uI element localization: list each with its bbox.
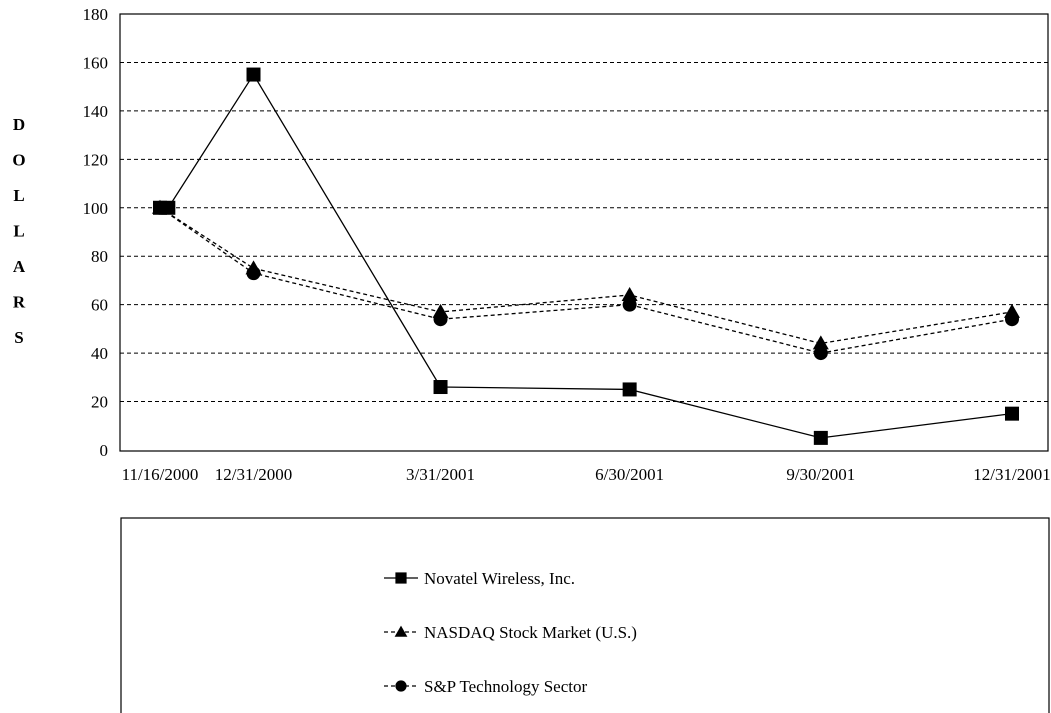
y-axis-label-letter: O (12, 151, 25, 170)
y-tick-label: 100 (83, 199, 109, 218)
legend: Novatel Wireless, Inc. NASDAQ Stock Marke… (384, 569, 637, 696)
y-tick-label: 140 (83, 102, 109, 121)
data-point (432, 303, 449, 318)
series-2 (153, 200, 1019, 361)
series-group (152, 67, 1020, 445)
data-point (621, 286, 638, 301)
y-tick-label: 40 (91, 344, 108, 363)
legend-marker (394, 625, 408, 637)
legend-item: Novatel Wireless, Inc. (384, 569, 575, 588)
data-point (246, 67, 261, 82)
y-tick-label: 60 (91, 296, 108, 315)
data-point (1004, 303, 1020, 318)
plot-area (119, 13, 1049, 452)
y-axis-label-letter: L (13, 222, 24, 241)
data-point (812, 335, 829, 350)
data-point (1005, 406, 1019, 421)
y-tick-label: 180 (83, 5, 109, 24)
legend-item: S&P Technology Sector (384, 677, 587, 696)
legend-label: S&P Technology Sector (424, 677, 587, 696)
y-axis-label-letter: A (13, 257, 26, 276)
y-axis-label-letter: S (14, 328, 23, 347)
y-axis-label-letter: R (13, 293, 26, 312)
x-tick-label: 11/16/2000 (122, 465, 199, 484)
x-tick-label: 9/30/2001 (786, 465, 855, 484)
legend-label: Novatel Wireless, Inc. (424, 569, 575, 588)
data-point (813, 430, 828, 445)
y-tick-label: 20 (91, 393, 108, 412)
data-point (161, 200, 176, 215)
data-point (433, 380, 448, 395)
x-axis-ticks: 11/16/2000 12/31/2000 3/31/2001 6/30/2001 9/… (122, 465, 1051, 484)
gridlines (120, 61, 1048, 403)
series-0 (153, 67, 1019, 445)
legend-item: NASDAQ Stock Market (U.S.) (384, 623, 637, 642)
x-tick-label: 12/31/2000 (215, 465, 292, 484)
y-axis-label-letter: D (13, 115, 25, 134)
legend-box (120, 517, 1050, 713)
x-tick-label: 6/30/2001 (595, 465, 664, 484)
x-tick-label: 12/31/2001 (973, 465, 1050, 484)
legend-label: NASDAQ Stock Market (U.S.) (424, 623, 637, 642)
y-tick-label: 160 (83, 53, 109, 72)
data-point (622, 382, 637, 397)
data-point (813, 346, 828, 361)
y-tick-label: 80 (91, 247, 108, 266)
series-1 (152, 199, 1020, 350)
y-tick-label: 0 (100, 441, 109, 460)
y-axis-ticks: 0 20 40 60 80 100 120 140 160 180 (83, 5, 109, 460)
series-line (159, 207, 1013, 354)
data-point (245, 260, 262, 275)
x-tick-label: 3/31/2001 (406, 465, 475, 484)
legend-marker (395, 680, 407, 692)
y-tick-label: 120 (83, 150, 109, 169)
series-line (159, 207, 1013, 345)
data-point (622, 297, 637, 312)
y-axis-label-letter: L (13, 186, 24, 205)
legend-marker (395, 572, 407, 584)
